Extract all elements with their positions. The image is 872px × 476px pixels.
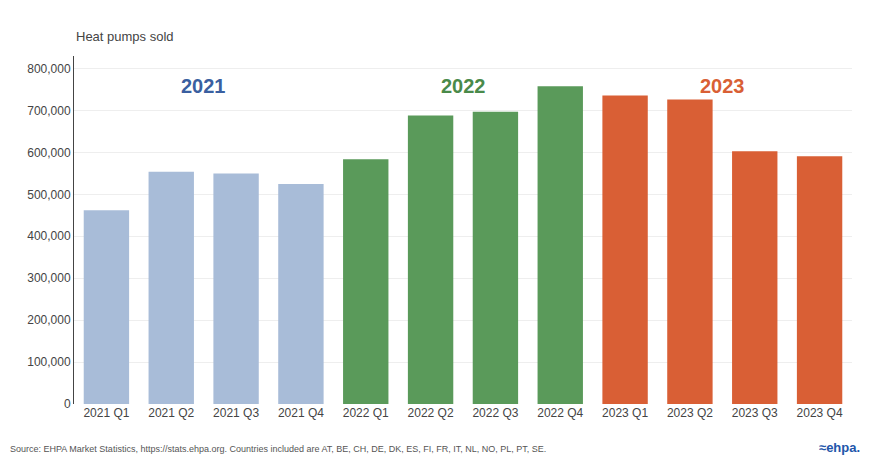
svg-text:2022: 2022	[441, 75, 486, 97]
svg-text:2022 Q2: 2022 Q2	[408, 406, 454, 420]
svg-text:≈ehpa.: ≈ehpa.	[819, 440, 860, 455]
svg-text:2022 Q1: 2022 Q1	[343, 406, 389, 420]
svg-text:500,000: 500,000	[27, 188, 71, 202]
svg-text:800,000: 800,000	[27, 62, 71, 76]
svg-text:2022 Q4: 2022 Q4	[537, 406, 583, 420]
svg-text:2023 Q2: 2023 Q2	[667, 406, 713, 420]
svg-text:2021 Q2: 2021 Q2	[148, 406, 194, 420]
svg-text:100,000: 100,000	[27, 355, 71, 369]
svg-text:Heat pumps sold: Heat pumps sold	[76, 29, 174, 44]
svg-text:2023 Q1: 2023 Q1	[602, 406, 648, 420]
svg-text:Source: EHPA Market Statistics: Source: EHPA Market Statistics, https://…	[10, 444, 546, 454]
svg-text:2021: 2021	[181, 75, 226, 97]
svg-text:600,000: 600,000	[27, 146, 71, 160]
svg-text:2023 Q3: 2023 Q3	[732, 406, 778, 420]
svg-text:400,000: 400,000	[27, 229, 71, 243]
svg-text:2023: 2023	[700, 75, 745, 97]
svg-text:200,000: 200,000	[27, 313, 71, 327]
svg-text:2021 Q1: 2021 Q1	[83, 406, 129, 420]
svg-text:2022 Q3: 2022 Q3	[472, 406, 518, 420]
svg-text:0: 0	[64, 397, 71, 411]
svg-text:700,000: 700,000	[27, 104, 71, 118]
svg-text:2023 Q4: 2023 Q4	[797, 406, 843, 420]
svg-text:2021 Q3: 2021 Q3	[213, 406, 259, 420]
svg-text:300,000: 300,000	[27, 271, 71, 285]
svg-text:2021 Q4: 2021 Q4	[278, 406, 324, 420]
